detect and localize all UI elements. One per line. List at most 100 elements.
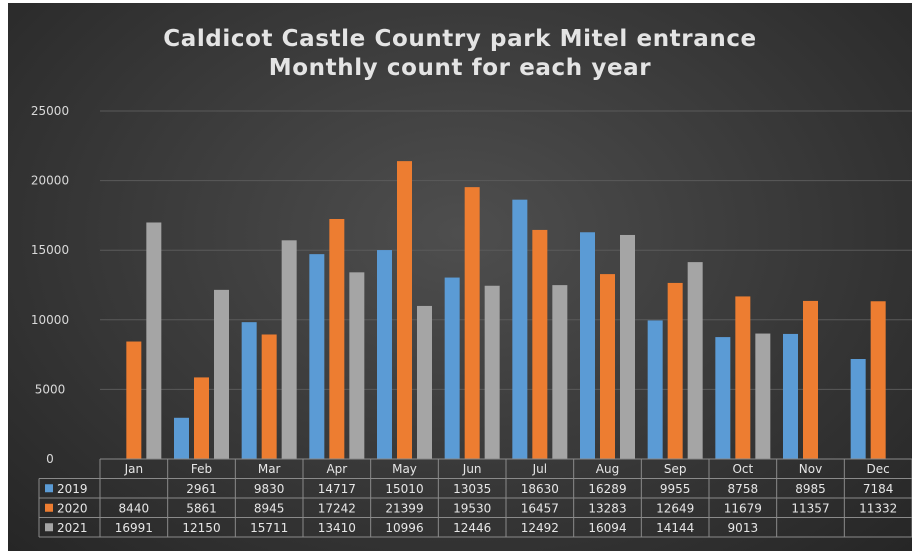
data-label: 14144 <box>656 521 694 535</box>
data-label: 8985 <box>795 482 826 496</box>
data-label: 11679 <box>724 501 762 515</box>
bar-2019-apr <box>309 254 325 459</box>
bar-2020-mar <box>261 334 277 459</box>
bar-2021-oct <box>755 333 771 459</box>
bar-2019-mar <box>241 322 257 459</box>
bar-2020-feb <box>194 377 209 459</box>
series-2019 <box>174 199 866 459</box>
bar-2021-apr <box>349 272 365 459</box>
data-label: 9955 <box>660 482 691 496</box>
x-tick-label: Aug <box>596 462 619 476</box>
data-label: 11357 <box>791 501 829 515</box>
legend-swatch-2019 <box>45 484 53 493</box>
bar-2019-dec <box>850 358 866 459</box>
bar-2019-feb <box>174 417 189 459</box>
data-label: 13283 <box>588 501 626 515</box>
bar-2020-jun <box>464 187 480 459</box>
chart-title-line-2: Monthly count for each year <box>268 55 652 81</box>
bar-2020-may <box>397 161 412 459</box>
bar-2020-nov <box>803 300 818 459</box>
bar-2020-sep <box>667 282 683 459</box>
series-2021 <box>146 222 771 459</box>
legend-label-2021: 2021 <box>57 521 88 535</box>
data-label: 16991 <box>115 521 153 535</box>
bars <box>126 161 886 459</box>
bar-2019-sep <box>647 320 663 459</box>
x-tick-label: Dec <box>867 462 890 476</box>
data-label: 14717 <box>318 482 356 496</box>
x-tick-label: Jan <box>124 462 144 476</box>
x-tick-label: Feb <box>191 462 212 476</box>
data-label: 9013 <box>728 521 759 535</box>
series-2020 <box>126 161 886 459</box>
bar-2019-may <box>377 250 392 459</box>
chart-title: Caldicot Castle Country park Mitel entra… <box>8 25 912 83</box>
data-label: 8945 <box>254 501 285 515</box>
x-tick-label: Jul <box>532 462 547 476</box>
bar-2021-aug <box>620 234 635 459</box>
data-label: 19530 <box>453 501 491 515</box>
bar-2020-apr <box>329 218 345 459</box>
data-label: 16094 <box>588 521 626 535</box>
x-tick-label: Oct <box>732 462 753 476</box>
data-label: 12492 <box>521 521 559 535</box>
bar-2021-jul <box>552 285 568 459</box>
bar-2021-may <box>417 305 432 459</box>
x-tick-label: Jun <box>462 462 482 476</box>
bar-2021-jan <box>146 222 162 459</box>
data-table: Jan Feb Mar Apr May Jun Jul Aug Sep Oct Nov Dec 2019… <box>38 458 912 538</box>
x-tick-label: May <box>392 462 417 476</box>
data-label: 21399 <box>385 501 423 515</box>
bar-2019-oct <box>715 337 731 459</box>
bar-2020-jul <box>532 229 548 459</box>
legend-swatch-2021 <box>45 523 53 532</box>
x-tick-label: Mar <box>258 462 281 476</box>
data-label: 8758 <box>728 482 759 496</box>
bar-2019-jul <box>512 199 528 459</box>
bar-2019-nov <box>783 333 798 459</box>
bar-2021-feb <box>214 289 229 459</box>
bar-2019-jun <box>444 277 460 459</box>
data-label: 15010 <box>385 482 423 496</box>
bar-2021-jun <box>484 285 500 459</box>
data-label: 16457 <box>521 501 559 515</box>
data-label: 15711 <box>250 521 288 535</box>
x-tick-label: Apr <box>326 462 347 476</box>
bar-2020-aug <box>600 274 615 459</box>
bar-2020-dec <box>870 301 886 459</box>
data-label: 13035 <box>453 482 491 496</box>
y-tick-label: 5000 <box>35 382 66 396</box>
data-label: 7184 <box>863 482 894 496</box>
data-label: 18630 <box>521 482 559 496</box>
y-tick-label: 25000 <box>31 104 69 118</box>
data-label: 9830 <box>254 482 285 496</box>
data-label: 2961 <box>186 482 217 496</box>
bar-2020-oct <box>735 296 751 459</box>
bar-2019-aug <box>580 232 595 459</box>
gridlines: 0 5000 10000 15000 20000 25000 <box>31 104 912 466</box>
data-label: 12649 <box>656 501 694 515</box>
bar-2020-jan <box>126 341 142 459</box>
data-label: 12150 <box>182 521 220 535</box>
data-label: 11332 <box>859 501 897 515</box>
y-tick-label: 15000 <box>31 243 69 257</box>
x-tick-label: Nov <box>799 462 822 476</box>
chart-title-line-1: Caldicot Castle Country park Mitel entra… <box>163 26 757 52</box>
bar-2021-mar <box>281 240 297 459</box>
legend-label-2020: 2020 <box>57 501 88 515</box>
data-label: 5861 <box>186 501 217 515</box>
y-tick-label: 20000 <box>31 174 69 188</box>
y-tick-label: 0 <box>46 452 54 466</box>
data-label: 16289 <box>588 482 626 496</box>
data-label: 13410 <box>318 521 356 535</box>
bar-2021-sep <box>687 262 703 459</box>
bar-chart: 0 5000 10000 15000 20000 25000 Jan Feb Mar Apr Ma… <box>31 104 912 538</box>
x-tick-label: Sep <box>664 462 687 476</box>
data-label: 12446 <box>453 521 491 535</box>
data-label: 17242 <box>318 501 356 515</box>
data-label: 10996 <box>385 521 423 535</box>
y-tick-label: 10000 <box>31 313 69 327</box>
legend-swatch-2020 <box>45 503 53 512</box>
data-label: 8440 <box>119 501 150 515</box>
legend-label-2019: 2019 <box>57 482 88 496</box>
